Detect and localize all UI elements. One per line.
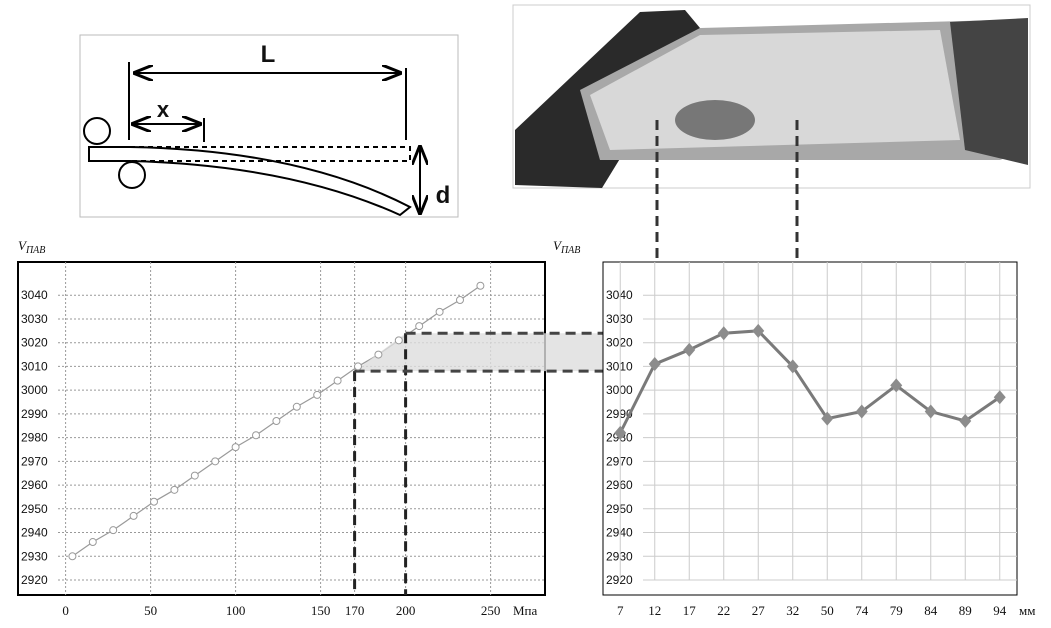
- data-point: [130, 512, 137, 519]
- data-point: [69, 553, 76, 560]
- y-tick-label: 3030: [606, 312, 633, 326]
- y-tick-label: 2960: [21, 478, 48, 492]
- x-tick-label: 7: [617, 603, 624, 618]
- y-tick-label: 2930: [606, 549, 633, 563]
- y-tick-label: 3030: [21, 312, 48, 326]
- data-point: [375, 351, 382, 358]
- y-tick-label: 3000: [606, 383, 633, 397]
- x-tick-label: 170: [345, 603, 365, 618]
- data-point: [273, 418, 280, 425]
- y-tick-label: 3020: [21, 336, 48, 350]
- x-tick-label: 32: [786, 603, 799, 618]
- data-point: [151, 498, 158, 505]
- beam-diagram: L x d: [80, 35, 458, 217]
- label-d: d: [436, 182, 451, 209]
- y-axis-label: VПАВ: [18, 238, 45, 256]
- x-tick-label: 250: [481, 603, 501, 618]
- data-point: [212, 458, 219, 465]
- x-tick-label: 50: [821, 603, 834, 618]
- x-axis-label: Мпа: [513, 603, 538, 618]
- y-tick-label: 3040: [606, 288, 633, 302]
- y-axis-subscript: ПАВ: [25, 245, 45, 256]
- data-point: [355, 363, 362, 370]
- y-tick-label: 2940: [606, 526, 633, 540]
- y-tick-label: 2970: [21, 454, 48, 468]
- y-tick-label: 2930: [21, 549, 48, 563]
- data-point: [334, 377, 341, 384]
- x-tick-label: 100: [226, 603, 246, 618]
- y-tick-label: 3010: [21, 359, 48, 373]
- y-tick-label: 2920: [606, 573, 633, 587]
- data-point: [293, 403, 300, 410]
- x-tick-label: 89: [959, 603, 972, 618]
- data-point: [477, 282, 484, 289]
- figure: L x d VПАВ 2920 2930 2940 2950 2960 2970 2980 29…: [0, 0, 1051, 623]
- x-tick-label: 22: [717, 603, 730, 618]
- label-L: L: [261, 41, 276, 68]
- y-axis-subscript: ПАВ: [560, 245, 580, 256]
- y-tick-label: 2920: [21, 573, 48, 587]
- x-tick-label: 27: [752, 603, 766, 618]
- x-axis-label: мм: [1019, 603, 1035, 618]
- y-tick-label: 3040: [21, 288, 48, 302]
- x-tick-label: 0: [62, 603, 69, 618]
- plot-frame: [603, 262, 1017, 595]
- x-tick-label: 74: [855, 603, 869, 618]
- data-point: [191, 472, 198, 479]
- y-tick-label: 2940: [21, 526, 48, 540]
- data-point: [436, 308, 443, 315]
- y-axis-label: VПАВ: [553, 238, 580, 256]
- data-point: [314, 391, 321, 398]
- x-tick-label: 84: [924, 603, 938, 618]
- data-point: [416, 323, 423, 330]
- data-point: [110, 527, 117, 534]
- x-tick-label: 200: [396, 603, 416, 618]
- data-point: [253, 432, 260, 439]
- y-tick-label: 2950: [21, 502, 48, 516]
- x-tick-label: 17: [683, 603, 697, 618]
- y-tick-label: 3020: [606, 336, 633, 350]
- data-point: [457, 296, 464, 303]
- data-point: [232, 444, 239, 451]
- x-tick-label: 79: [890, 603, 903, 618]
- x-tick-label: 50: [144, 603, 157, 618]
- x-tick-label: 94: [993, 603, 1007, 618]
- roller: [84, 118, 110, 144]
- label-x: x: [157, 97, 170, 122]
- x-tick-label: 12: [648, 603, 661, 618]
- y-tick-label: 2970: [606, 454, 633, 468]
- x-tick-label: 150: [311, 603, 331, 618]
- data-point: [171, 486, 178, 493]
- mesh-defect: [675, 100, 755, 140]
- y-tick-label: 2950: [606, 502, 633, 516]
- y-tick-label: 3010: [606, 359, 633, 373]
- y-tick-label: 3000: [21, 383, 48, 397]
- y-tick-label: 2980: [21, 431, 48, 445]
- data-point: [395, 337, 402, 344]
- y-tick-label: 2960: [606, 478, 633, 492]
- mesh-image: [513, 5, 1030, 188]
- data-point: [89, 539, 96, 546]
- y-tick-label: 2990: [21, 407, 48, 421]
- roller: [119, 162, 145, 188]
- plot-frame: [18, 262, 545, 595]
